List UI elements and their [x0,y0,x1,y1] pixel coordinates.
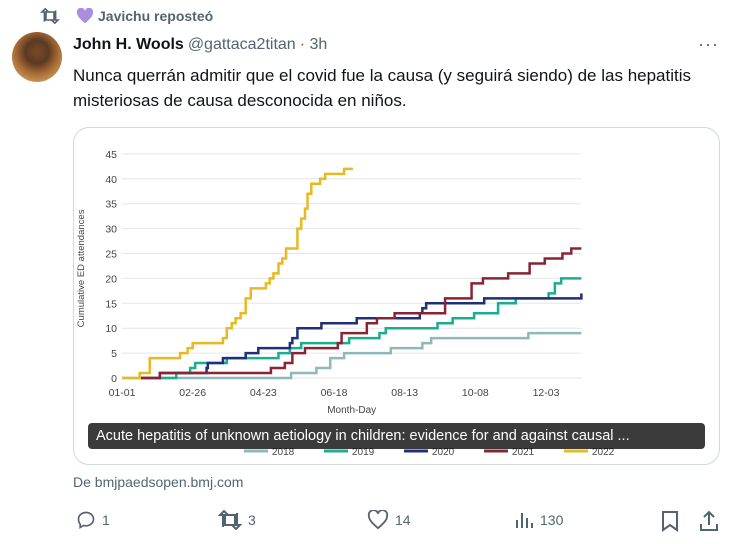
analytics-icon [516,513,533,528]
y-tick-label: 5 [111,348,117,360]
heart-icon [367,510,389,530]
legend-label: 2022 [592,447,615,458]
tweet-text: Nunca querrán admitir que el covid fue l… [73,66,692,110]
x-tick-label: 02-26 [179,387,206,399]
share-button[interactable] [699,510,719,532]
avatar[interactable] [12,32,62,82]
legend-label: 2020 [432,447,455,458]
reply-count: 1 [102,512,110,528]
legend-label: 2021 [512,447,535,458]
more-options-button[interactable]: ··· [698,34,719,54]
x-tick-label: 10-08 [462,387,489,399]
y-tick-label: 40 [105,174,117,186]
author-handle[interactable]: @gattaca2titan [187,36,296,53]
view-count: 130 [540,512,564,528]
x-tick-label: 01-01 [109,387,136,399]
series-line-2022 [122,167,353,380]
y-tick-label: 45 [105,149,117,161]
y-tick-label: 20 [105,273,117,285]
author-name[interactable]: John H. Wools [73,36,184,53]
reply-button[interactable]: 1 [76,510,110,530]
x-tick-label: 08-13 [391,387,418,399]
link-card[interactable]: 0 5 10 15 20 25 30 35 40 45 01-01 02-26 04-23 06-18 08… [73,127,720,465]
series-line-2018 [122,331,582,380]
tweet-time[interactable]: · 3h [299,36,328,53]
repost-icon [40,8,60,24]
repost-banner: Javichu reposteó [40,8,213,24]
y-tick-label: 0 [111,373,117,385]
y-tick-label: 35 [105,199,117,211]
x-tick-label: 04-23 [250,387,277,399]
repost-count: 3 [248,512,256,528]
like-count: 14 [395,512,411,528]
x-tick-label: 06-18 [321,387,348,399]
series-line-2020 [140,293,583,380]
y-tick-label: 30 [105,224,117,236]
bookmark-button[interactable] [661,510,679,532]
bookmark-icon [662,511,678,532]
legend-label: 2018 [272,447,295,458]
tweet-header: John H. Wools @gattaca2titan · 3h [73,36,327,54]
share-icon [700,510,718,531]
repost-button[interactable]: 3 [218,510,256,530]
repost-label[interactable]: Javichu reposteó [98,8,214,24]
like-button[interactable]: 14 [367,510,411,530]
series-line-2021 [140,247,582,380]
y-axis-title: Cumulative ED attendances [76,209,87,327]
x-axis-title: Month-Day [327,405,376,416]
views-button[interactable]: 130 [514,510,563,530]
chart: 0 5 10 15 20 25 30 35 40 45 01-01 02-26 04-23 06-18 08… [76,149,615,458]
reply-icon [77,511,95,530]
repost-icon [218,510,242,530]
y-tick-label: 25 [105,249,117,261]
legend-label: 2019 [352,447,375,458]
card-source[interactable]: De bmjpaedsopen.bmj.com [73,474,244,490]
x-tick-label: 12-03 [533,387,560,399]
purple-heart-icon [76,8,94,24]
y-tick-label: 10 [105,323,117,335]
card-caption: Acute hepatitis of unknown aetiology in … [88,423,705,449]
y-tick-label: 15 [105,298,117,310]
